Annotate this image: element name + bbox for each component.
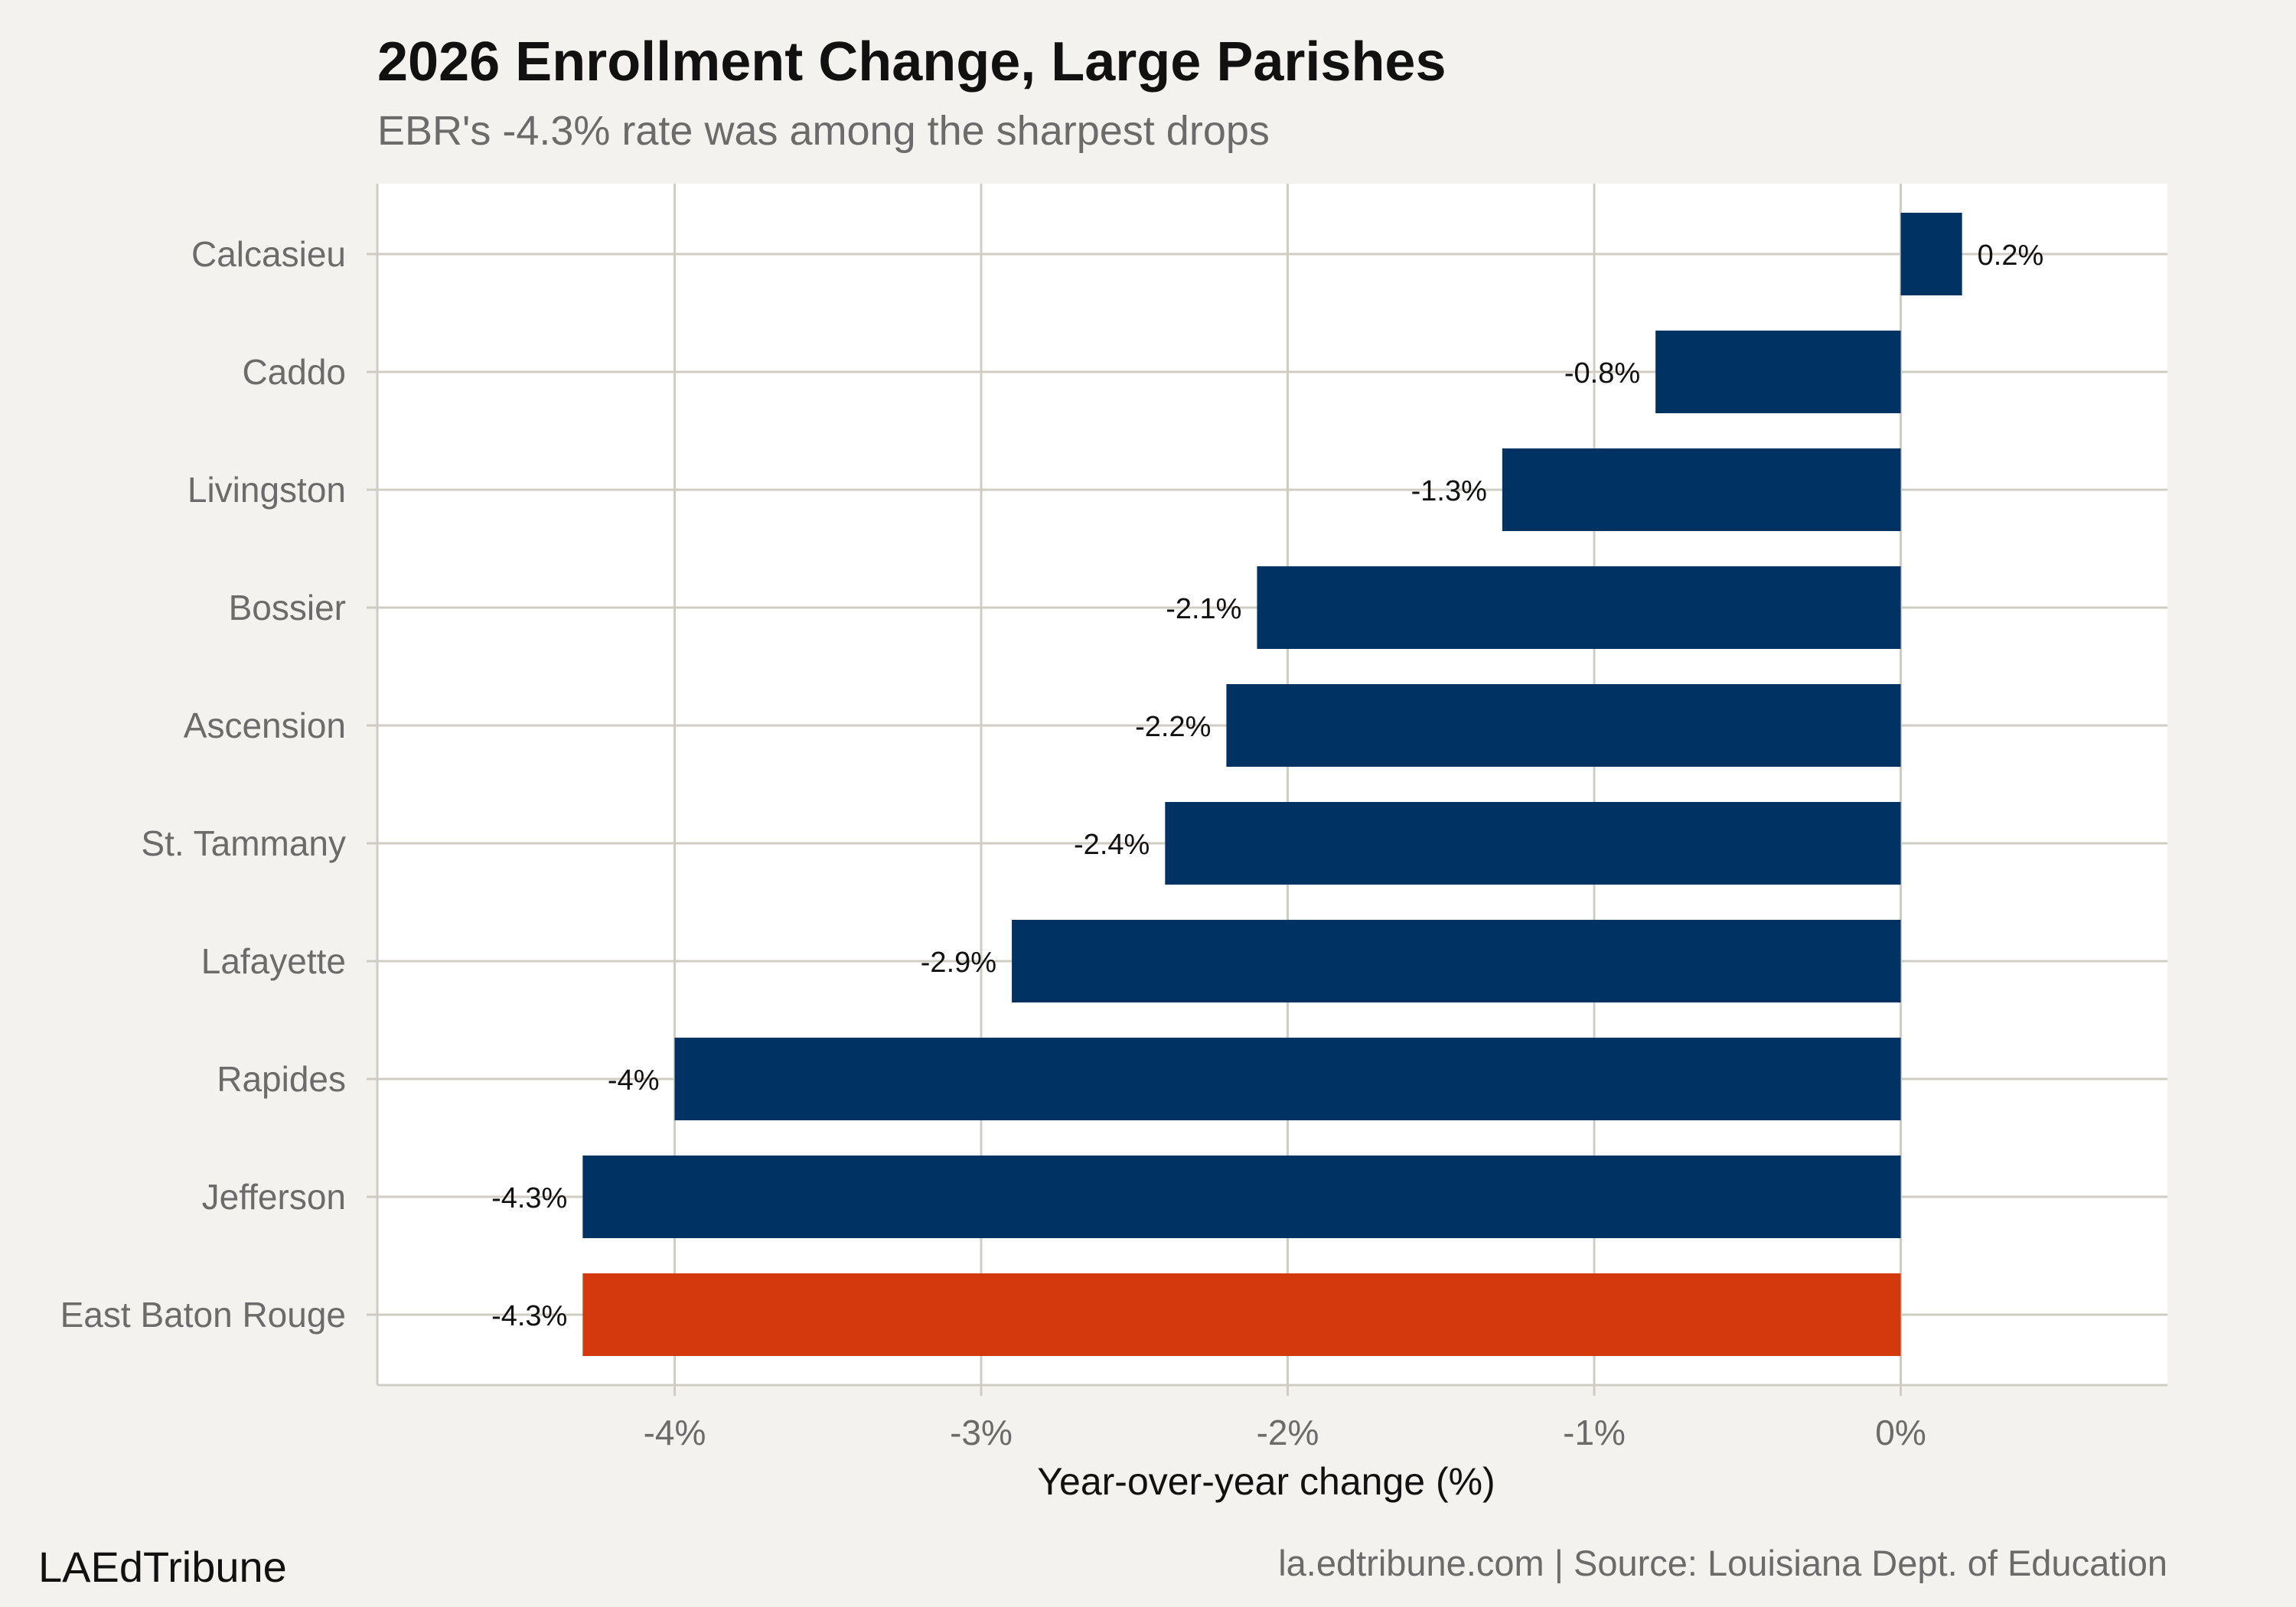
y-tick-label: Rapides [217, 1059, 346, 1099]
bar [1257, 566, 1901, 649]
x-tick-label: -4% [644, 1413, 706, 1452]
data-label: -2.9% [921, 947, 996, 979]
x-tick-label: 0% [1875, 1413, 1926, 1452]
data-label: -4.3% [491, 1182, 567, 1214]
y-tick-label: Ascension [184, 706, 346, 745]
bar [1655, 331, 1901, 413]
x-tick-label: -2% [1257, 1413, 1319, 1452]
data-label: -1.3% [1411, 475, 1487, 507]
data-label: -4% [608, 1064, 660, 1097]
y-tick-label: Bossier [229, 588, 346, 627]
y-tick-label: East Baton Rouge [60, 1295, 346, 1335]
x-tick-label: -1% [1563, 1413, 1626, 1452]
bar [1226, 684, 1901, 767]
y-tick-label: Lafayette [201, 941, 346, 981]
bar [1502, 448, 1901, 531]
bar [1900, 213, 1962, 295]
y-tick-label: Calcasieu [191, 234, 346, 274]
y-tick-label: St. Tammany [141, 823, 346, 863]
data-label: -4.3% [491, 1300, 567, 1332]
brand-logo-text: LAEdTribune [38, 1543, 287, 1591]
data-label: -2.2% [1135, 711, 1211, 743]
y-tick-label: Livingston [188, 470, 346, 510]
x-axis-title: Year-over-year change (%) [1037, 1460, 1495, 1503]
y-tick-label: Jefferson [202, 1177, 346, 1217]
bar [674, 1038, 1901, 1120]
data-label: -2.4% [1074, 829, 1150, 861]
bar-highlight [582, 1273, 1901, 1356]
x-tick-label: -3% [950, 1413, 1013, 1452]
chart-subtitle: EBR's -4.3% rate was among the sharpest … [377, 108, 1270, 154]
y-tick-label: Caddo [242, 352, 346, 392]
bar [1165, 802, 1901, 885]
data-label: -2.1% [1166, 593, 1241, 625]
bar [1012, 920, 1901, 1002]
bar [582, 1156, 1901, 1238]
data-label: -0.8% [1564, 357, 1640, 390]
chart-title: 2026 Enrollment Change, Large Parishes [377, 31, 1446, 93]
data-label: 0.2% [1978, 240, 2044, 272]
source-credit: la.edtribune.com | Source: Louisiana Dep… [1278, 1543, 2167, 1583]
